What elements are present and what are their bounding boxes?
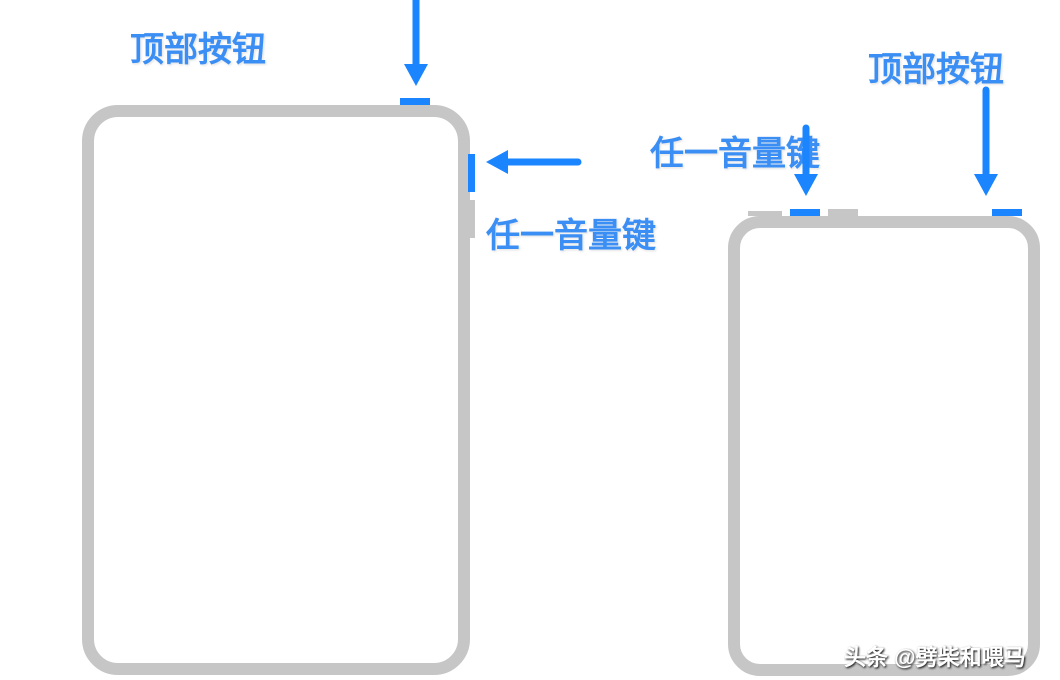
watermark-text: 头条 @劈柴和喂马 (844, 640, 1026, 672)
arrow-top-right (0, 0, 1060, 680)
